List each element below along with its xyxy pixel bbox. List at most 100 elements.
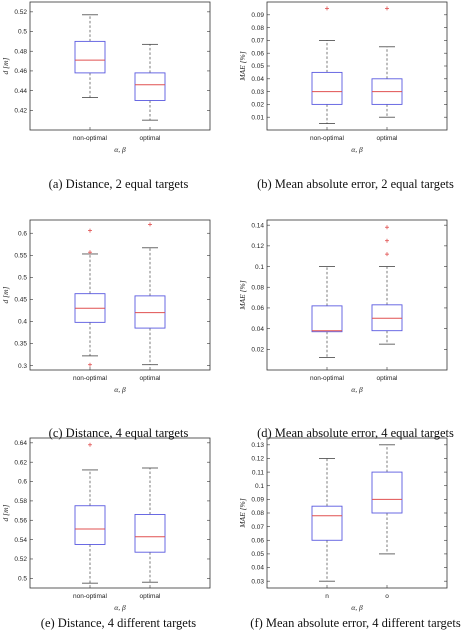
axes-frame — [29, 437, 211, 589]
x-tick-label: non-optimal — [73, 135, 108, 142]
x-tick-label: non-optimal — [73, 375, 108, 382]
boxplot-panel-b: 0.01 0.02 0.03 0.04 0.05 0.06 0.07 0.08 0.09 MAE … — [238, 1, 448, 154]
y-tick-label: 0.06 — [251, 50, 264, 57]
y-tick-label: 0.4 — [18, 319, 27, 326]
x-axis-label: α, β — [351, 603, 363, 612]
y-axis-label: d [m] — [1, 504, 10, 521]
boxplot-panel-f: 0.03 0.04 0.05 0.06 0.07 0.08 0.09 0.1 0.11 0.12 0… — [238, 437, 448, 612]
y-tick-label: 0.44 — [14, 88, 27, 95]
caption-b: (b) Mean absolute error, 2 equal targets — [257, 177, 454, 191]
x-tick-label: non-optimal — [73, 593, 108, 600]
x-axis-label: α, β — [351, 145, 363, 154]
y-tick-label: 0.02 — [251, 102, 264, 109]
caption-d: (d) Mean absolute error, 4 equal targets — [257, 426, 454, 440]
x-tick-label: o — [385, 593, 389, 600]
y-tick-label: 0.06 — [251, 537, 264, 544]
iqr-box — [371, 304, 403, 332]
y-axis-label: d [m] — [1, 286, 10, 303]
y-tick-label: 0.42 — [14, 108, 27, 115]
axes-frame — [266, 1, 448, 131]
axes-frame — [29, 219, 211, 371]
y-axis-label: MAE [%] — [238, 51, 247, 81]
y-tick-label: 0.35 — [14, 341, 27, 348]
y-tick-label: 0.3 — [18, 363, 27, 370]
y-tick-label: 0.64 — [14, 440, 27, 447]
y-tick-label: 0.14 — [251, 222, 264, 229]
y-tick-label: 0.6 — [18, 230, 27, 237]
y-axis-label: d [m] — [1, 57, 10, 74]
x-tick-label: optimal — [140, 135, 162, 142]
boxplot-panel-e: 0.5 0.52 0.54 0.56 0.58 0.6 0.62 0.64 d [m] non-o… — [1, 437, 211, 612]
y-tick-label: 0.56 — [14, 517, 27, 524]
y-tick-label: 0.08 — [251, 25, 264, 32]
x-tick-label: non-optimal — [310, 375, 345, 382]
y-tick-label: 0.01 — [251, 114, 264, 121]
y-tick-label: 0.55 — [14, 252, 27, 259]
y-tick-label: 0.02 — [251, 347, 264, 354]
y-axis-label: MAE [%] — [238, 280, 247, 310]
y-tick-label: 0.08 — [251, 510, 264, 517]
y-tick-label: 0.03 — [251, 89, 264, 96]
iqr-box — [134, 72, 166, 101]
y-tick-label: 0.52 — [14, 9, 27, 16]
y-tick-label: 0.08 — [251, 284, 264, 291]
y-tick-label: 0.5 — [18, 275, 27, 282]
caption-c: (c) Distance, 4 equal targets — [48, 426, 189, 440]
y-tick-label: 0.6 — [18, 479, 27, 486]
x-tick-label: optimal — [140, 375, 162, 382]
iqr-box — [134, 295, 166, 329]
y-tick-label: 0.05 — [251, 63, 264, 70]
y-tick-label: 0.54 — [14, 537, 27, 544]
y-tick-label: 0.09 — [251, 497, 264, 504]
x-tick-label: optimal — [140, 593, 162, 600]
iqr-box — [311, 305, 343, 333]
y-axis-label: MAE [%] — [238, 498, 247, 528]
axes-frame — [266, 437, 448, 589]
x-axis-label: α, β — [114, 145, 126, 154]
y-tick-label: 0.46 — [14, 68, 27, 75]
x-tick-label: optimal — [377, 375, 399, 382]
y-tick-label: 0.48 — [14, 48, 27, 55]
x-tick-label: optimal — [377, 135, 399, 142]
axes-frame — [29, 1, 211, 131]
boxplot-panel-c: 0.3 0.35 0.4 0.45 0.5 0.55 0.6 d [m] non-optimal… — [1, 219, 211, 394]
y-tick-label: 0.03 — [251, 578, 264, 585]
boxplot-panel-d: 0.02 0.04 0.06 0.08 0.1 0.12 0.14 MAE [%] non-op… — [238, 219, 448, 394]
iqr-box — [311, 71, 343, 105]
caption-a: (a) Distance, 2 equal targets — [48, 177, 189, 191]
iqr-box — [371, 471, 403, 514]
y-tick-label: 0.07 — [251, 38, 264, 45]
x-axis-label: α, β — [114, 385, 126, 394]
axes-frame — [266, 219, 448, 371]
caption-e: (e) Distance, 4 different targets — [40, 616, 197, 630]
y-tick-label: 0.12 — [251, 243, 264, 250]
y-tick-label: 0.5 — [18, 576, 27, 583]
x-axis-label: α, β — [114, 603, 126, 612]
iqr-box — [74, 505, 106, 545]
x-axis-label: α, β — [351, 385, 363, 394]
x-tick-label: n — [325, 593, 329, 600]
y-tick-label: 0.04 — [251, 326, 264, 333]
caption-f: (f) Mean absolute error, 4 different tar… — [250, 616, 461, 630]
y-tick-label: 0.1 — [255, 264, 264, 271]
y-tick-label: 0.5 — [18, 29, 27, 36]
y-tick-label: 0.04 — [251, 565, 264, 572]
y-tick-label: 0.1 — [255, 483, 264, 490]
y-tick-label: 0.45 — [14, 297, 27, 304]
y-tick-label: 0.12 — [251, 456, 264, 463]
boxplot-panel-a: 0.42 0.44 0.46 0.48 0.5 0.52 d [m] non-optimal o… — [1, 1, 211, 154]
y-tick-label: 0.52 — [14, 556, 27, 563]
y-tick-label: 0.05 — [251, 551, 264, 558]
x-tick-label: non-optimal — [310, 135, 345, 142]
y-tick-label: 0.09 — [251, 12, 264, 19]
iqr-box — [134, 514, 166, 553]
y-tick-label: 0.07 — [251, 524, 264, 531]
y-tick-label: 0.06 — [251, 305, 264, 312]
y-tick-label: 0.11 — [252, 469, 265, 476]
y-tick-label: 0.58 — [14, 498, 27, 505]
iqr-box — [74, 40, 106, 74]
iqr-box — [311, 505, 343, 541]
y-tick-label: 0.62 — [14, 459, 27, 466]
y-tick-label: 0.04 — [251, 76, 264, 83]
